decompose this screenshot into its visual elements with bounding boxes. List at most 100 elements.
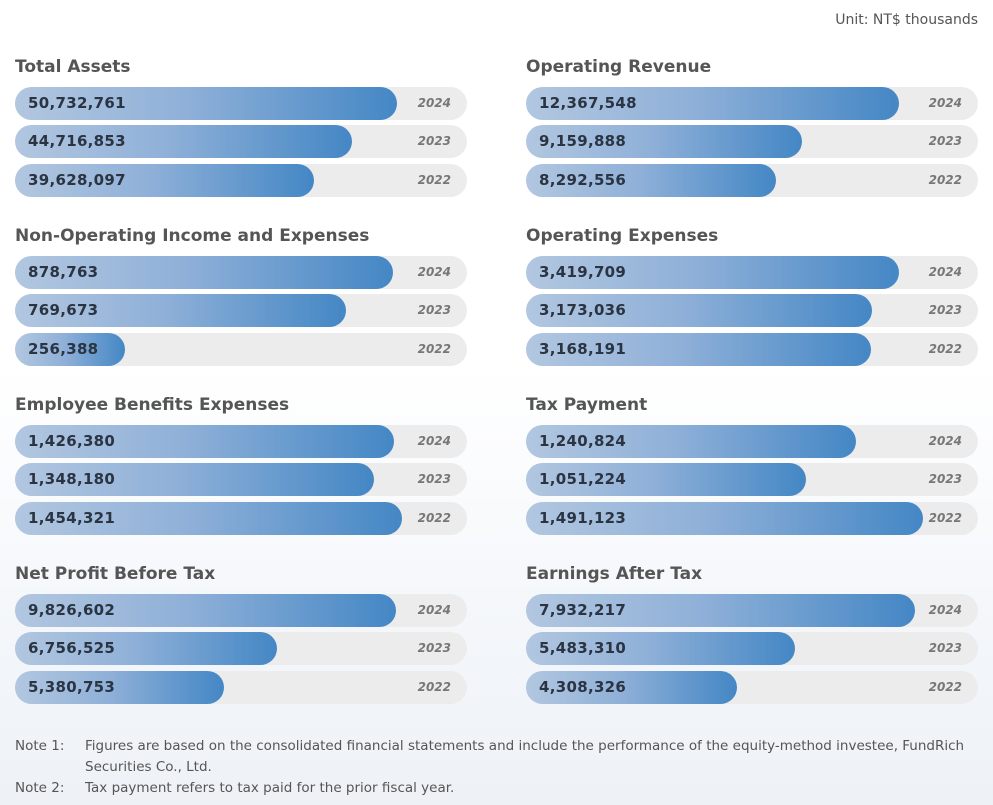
bar-year-label: 2024	[417, 603, 451, 617]
bar-track: 3,168,191 2022	[526, 333, 978, 366]
bar-value-label: 3,173,036	[539, 301, 627, 319]
bar-value-label: 1,491,123	[539, 509, 627, 527]
bar-year-label: 2024	[417, 265, 451, 279]
bar-2023	[15, 294, 347, 327]
bar-value-label: 1,426,380	[28, 432, 116, 450]
bar-2022	[15, 164, 314, 197]
bar-value-label: 3,168,191	[539, 340, 627, 358]
chart-title: Operating Expenses	[526, 226, 719, 246]
unit-label: Unit: NT$ thousands	[835, 12, 978, 28]
bar-year-label: 2023	[417, 641, 451, 655]
chart-title: Total Assets	[15, 57, 131, 77]
bar-track: 9,826,602 2024	[15, 594, 467, 627]
bar-2024	[526, 256, 899, 289]
chart-title: Tax Payment	[526, 395, 648, 415]
bar-2022	[15, 333, 126, 366]
bar-2024	[526, 594, 915, 627]
chart-employee-benefits-expenses: Employee Benefits Expenses 1,426,380 2024 1…	[15, 393, 467, 535]
chart-title: Employee Benefits Expenses	[15, 395, 290, 415]
bar-year-label: 2023	[417, 303, 451, 317]
bar-value-label: 878,763	[28, 263, 99, 281]
bar-2023	[15, 125, 352, 158]
bar-2023	[526, 125, 802, 158]
bar-year-label: 2022	[928, 342, 962, 356]
bar-track: 5,483,310 2023	[526, 632, 978, 665]
bar-2023	[526, 463, 806, 496]
bar-track: 1,051,224 2023	[526, 463, 978, 496]
bar-value-label: 5,483,310	[539, 639, 627, 657]
bar-track: 44,716,853 2023	[15, 125, 467, 158]
bar-year-label: 2022	[928, 680, 962, 694]
chart-non-operating-income-and-expenses: Non-Operating Income and Expenses 878,763…	[15, 224, 467, 366]
bar-track: 7,932,217 2024	[526, 594, 978, 627]
chart-title: Operating Revenue	[526, 57, 712, 77]
bar-2024	[526, 425, 856, 458]
bar-year-label: 2023	[928, 641, 962, 655]
bar-year-label: 2024	[928, 434, 962, 448]
bar-value-label: 4,308,326	[539, 678, 627, 696]
bar-value-label: 39,628,097	[28, 171, 126, 189]
bar-value-label: 7,932,217	[539, 601, 627, 619]
note-text: Tax payment refers to tax paid for the p…	[85, 780, 455, 796]
bar-year-label: 2022	[417, 173, 451, 187]
bar-value-label: 5,380,753	[28, 678, 116, 696]
chart-operating-revenue: Operating Revenue 12,367,548 2024 9,159,888…	[526, 55, 978, 197]
bar-value-label: 9,826,602	[28, 601, 116, 619]
notes: Note 1: Figures are based on the consoli…	[15, 736, 985, 799]
bar-track: 3,173,036 2023	[526, 294, 978, 327]
bar-value-label: 50,732,761	[28, 94, 126, 112]
chart-tax-payment: Tax Payment 1,240,824 2024 1,051,224 2023 1,4…	[526, 393, 978, 535]
bar-track: 6,756,525 2023	[15, 632, 467, 665]
bar-value-label: 256,388	[28, 340, 99, 358]
bar-2024	[15, 425, 395, 458]
bar-year-label: 2024	[928, 265, 962, 279]
chart-net-profit-before-tax: Net Profit Before Tax 9,826,602 2024 6,756,…	[15, 562, 467, 704]
chart-title: Earnings After Tax	[526, 564, 703, 584]
bar-track: 256,388 2022	[15, 333, 467, 366]
bar-year-label: 2023	[928, 472, 962, 486]
bar-2022	[15, 671, 224, 704]
bar-2024	[526, 87, 899, 120]
bar-value-label: 44,716,853	[28, 132, 126, 150]
bar-track: 12,367,548 2024	[526, 87, 978, 120]
bar-value-label: 1,051,224	[539, 470, 627, 488]
bar-track: 3,419,709 2024	[526, 256, 978, 289]
bar-2022	[526, 671, 738, 704]
bar-track: 39,628,097 2022	[15, 164, 467, 197]
bar-value-label: 12,367,548	[539, 94, 637, 112]
note-2: Note 2: Tax payment refers to tax paid f…	[15, 778, 985, 799]
bar-value-label: 1,454,321	[28, 509, 116, 527]
bar-track: 1,426,380 2024	[15, 425, 467, 458]
bar-value-label: 3,419,709	[539, 263, 627, 281]
chart-title: Net Profit Before Tax	[15, 564, 216, 584]
bar-value-label: 769,673	[28, 301, 99, 319]
bar-year-label: 2022	[417, 511, 451, 525]
bar-value-label: 9,159,888	[539, 132, 627, 150]
chart-title: Non-Operating Income and Expenses	[15, 226, 370, 246]
bar-track: 8,292,556 2022	[526, 164, 978, 197]
note-label: Note 1:	[15, 738, 65, 754]
bar-year-label: 2023	[417, 134, 451, 148]
bar-value-label: 6,756,525	[28, 639, 116, 657]
bar-track: 5,380,753 2022	[15, 671, 467, 704]
chart-total-assets: Total Assets 50,732,761 2024 44,716,853 2023…	[15, 55, 467, 197]
bar-year-label: 2024	[928, 603, 962, 617]
bar-2024	[15, 594, 397, 627]
note-label: Note 2:	[15, 780, 65, 796]
note-1: Note 1: Figures are based on the consoli…	[15, 736, 985, 778]
bar-track: 1,454,321 2022	[15, 502, 467, 535]
bar-year-label: 2024	[928, 96, 962, 110]
bar-track: 1,491,123 2022	[526, 502, 978, 535]
bar-year-label: 2023	[417, 472, 451, 486]
bar-track: 769,673 2023	[15, 294, 467, 327]
bar-2023	[15, 463, 374, 496]
bar-2024	[15, 87, 398, 120]
bar-track: 4,308,326 2022	[526, 671, 978, 704]
bar-value-label: 8,292,556	[539, 171, 627, 189]
bar-2023	[526, 632, 795, 665]
chart-operating-expenses: Operating Expenses 3,419,709 2024 3,173,036…	[526, 224, 978, 366]
note-text: Figures are based on the consolidated fi…	[85, 738, 965, 775]
bar-track: 9,159,888 2023	[526, 125, 978, 158]
bar-year-label: 2024	[417, 434, 451, 448]
bar-2023	[526, 294, 872, 327]
